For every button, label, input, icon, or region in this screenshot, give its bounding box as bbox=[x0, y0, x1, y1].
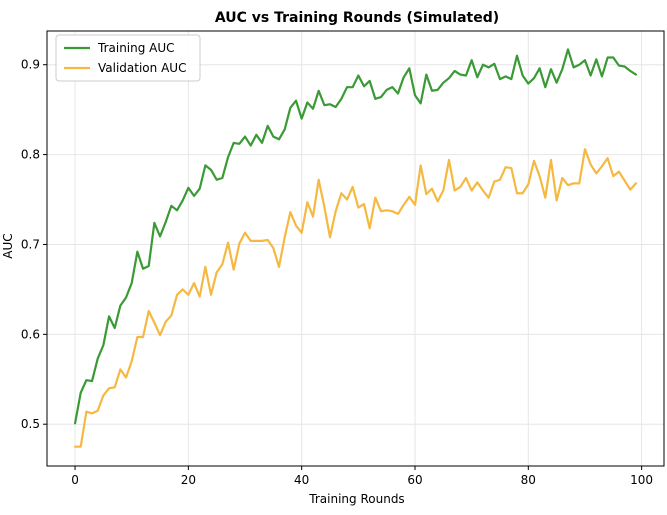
y-tick-label: 0.9 bbox=[21, 58, 40, 72]
legend-box bbox=[55, 34, 201, 82]
legend-label-validation: Validation AUC bbox=[98, 61, 186, 75]
training-auc-line bbox=[73, 48, 638, 425]
x-tick-label: 0 bbox=[71, 473, 79, 487]
x-tick-label: 80 bbox=[521, 473, 536, 487]
y-tick-label: 0.6 bbox=[21, 327, 40, 341]
x-tick-label: 20 bbox=[181, 473, 196, 487]
chart-title: AUC vs Training Rounds (Simulated) bbox=[215, 10, 499, 26]
y-axis-ticks: 0.5 0.6 0.7 0.8 0.9 bbox=[21, 58, 47, 431]
x-tick-label: 40 bbox=[294, 473, 309, 487]
legend-label-training: Training AUC bbox=[97, 41, 175, 55]
x-axis-label: Training Rounds bbox=[308, 492, 404, 506]
y-tick-label: 0.7 bbox=[21, 237, 40, 251]
grid-lines bbox=[47, 31, 664, 466]
series-layer bbox=[73, 48, 638, 448]
validation-auc-line bbox=[73, 148, 638, 448]
x-tick-label: 60 bbox=[407, 473, 422, 487]
x-tick-label: 100 bbox=[630, 473, 653, 487]
y-tick-label: 0.8 bbox=[21, 148, 40, 162]
y-tick-label: 0.5 bbox=[21, 417, 40, 431]
plot-frame bbox=[46, 30, 665, 467]
y-axis-label: AUC bbox=[1, 233, 15, 258]
x-axis-ticks: 0 20 40 60 80 100 bbox=[71, 466, 653, 487]
legend: Training AUC Validation AUC bbox=[55, 34, 201, 82]
